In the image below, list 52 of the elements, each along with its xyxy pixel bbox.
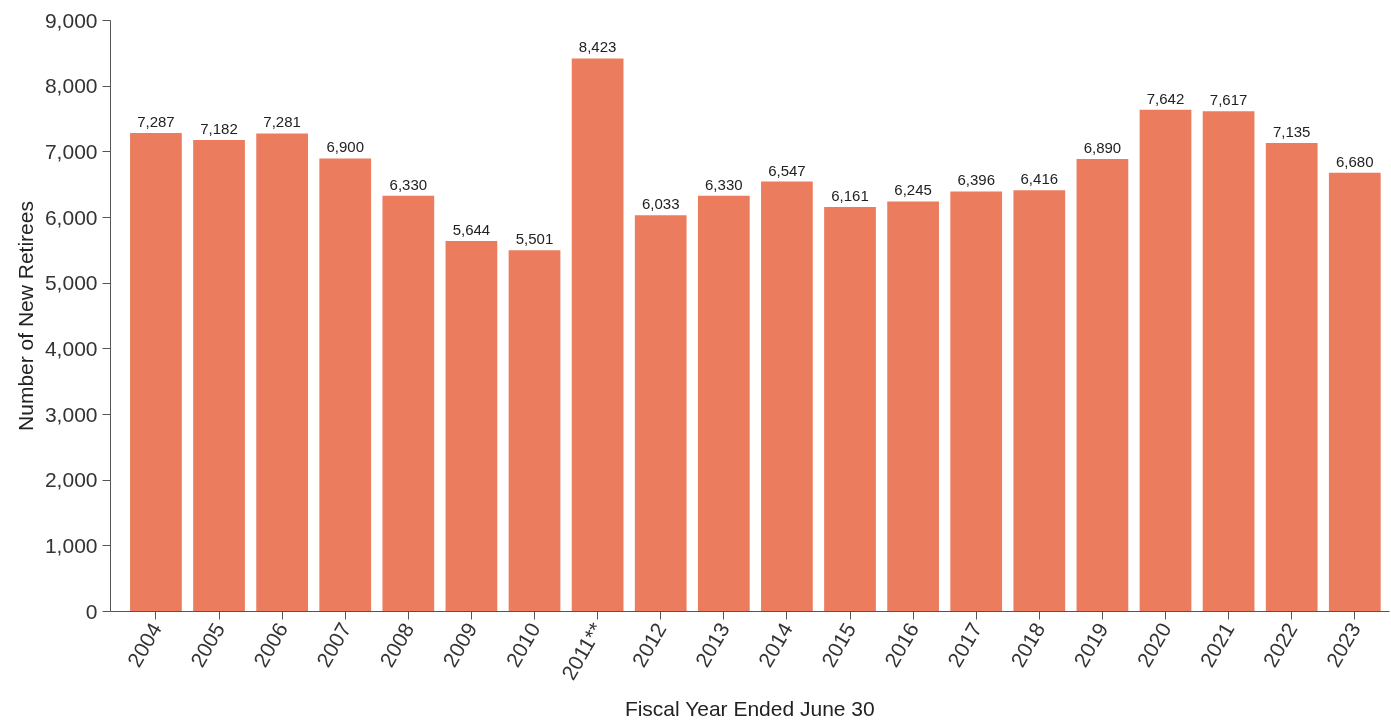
data-label: 7,287	[137, 112, 175, 130]
bar	[1139, 109, 1192, 612]
y-axis-title: Number of New Retirees	[13, 201, 37, 431]
bar	[761, 181, 813, 612]
x-axis-title: Fiscal Year Ended June 30	[624, 697, 875, 721]
bar	[697, 195, 750, 612]
bar	[445, 240, 498, 612]
data-label: 6,330	[705, 175, 743, 193]
y-tick-label: 7,000	[44, 139, 98, 163]
bar	[193, 139, 245, 612]
data-label: 7,135	[1272, 122, 1311, 140]
data-label: 7,642	[1146, 89, 1185, 107]
data-label: 6,330	[389, 175, 428, 193]
data-label: 6,416	[1020, 170, 1059, 188]
bar	[508, 250, 561, 612]
y-tick-label: 4,000	[44, 336, 98, 360]
data-label: 7,182	[200, 119, 238, 137]
bar	[1265, 142, 1318, 612]
data-label: 6,033	[641, 195, 680, 213]
bar	[130, 132, 182, 612]
data-label: 6,245	[894, 181, 932, 199]
bar	[1328, 172, 1381, 612]
y-tick-label: 8,000	[44, 74, 98, 98]
y-tick-label: 3,000	[44, 402, 98, 426]
data-label: 8,423	[578, 38, 617, 56]
bar	[887, 201, 939, 612]
y-tick-label: 6,000	[44, 205, 98, 229]
data-label: 5,644	[452, 220, 491, 238]
y-tick-label: 9,000	[44, 8, 98, 32]
y-tick-label: 1,000	[44, 533, 98, 557]
bar	[1202, 111, 1255, 612]
y-tick-label: 0	[85, 599, 98, 623]
bar	[382, 195, 435, 612]
data-label: 6,900	[326, 138, 364, 156]
bar	[319, 158, 372, 612]
data-label: 7,281	[263, 113, 301, 131]
data-label: 6,890	[1083, 139, 1122, 157]
data-label: 6,680	[1336, 152, 1374, 170]
data-label: 5,501	[515, 230, 554, 248]
bar	[1013, 190, 1066, 612]
bar	[571, 58, 624, 612]
y-tick-label: 5,000	[44, 271, 98, 295]
data-label: 7,617	[1209, 91, 1248, 109]
data-label: 6,396	[957, 171, 995, 189]
bar	[256, 133, 308, 612]
bar	[634, 215, 687, 612]
bar	[1076, 159, 1129, 612]
data-label: 6,161	[831, 186, 869, 204]
bar	[950, 191, 1003, 612]
data-label: 6,547	[768, 161, 806, 179]
bar	[824, 206, 876, 612]
y-tick-label: 2,000	[44, 468, 98, 492]
